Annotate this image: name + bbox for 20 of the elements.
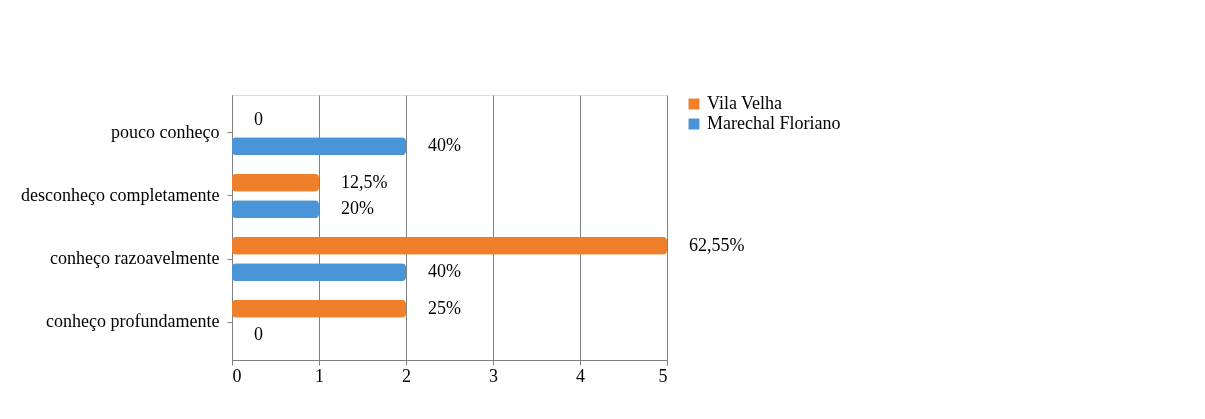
y-tick-label: pouco conheço	[111, 121, 220, 142]
y-tick-label: conheço razoavelmente	[50, 248, 220, 269]
x-tick-label: 3	[489, 365, 498, 386]
legend-label: Vila Velha	[707, 93, 783, 113]
x-tick-label: 4	[576, 365, 585, 386]
annotation: 40%	[428, 261, 461, 282]
annotation: 25%	[428, 297, 461, 318]
x-tick-label: 2	[402, 365, 411, 386]
annotation: 0	[254, 108, 263, 129]
legend-label: Marechal Floriano	[707, 113, 841, 133]
x-tick-label: 5	[658, 365, 668, 386]
annotation: 62,55%	[689, 234, 745, 255]
x-tick-label: 0	[232, 365, 242, 386]
annotation: 20%	[341, 198, 374, 219]
y-tick-label: conheço profundamente	[46, 311, 220, 332]
annotation: 0	[254, 324, 263, 345]
annotation: 12,5%	[341, 171, 388, 192]
y-tick-label: desconheço completamente	[21, 184, 220, 205]
annotation: 40%	[428, 135, 461, 156]
x-tick-label: 1	[315, 365, 324, 386]
